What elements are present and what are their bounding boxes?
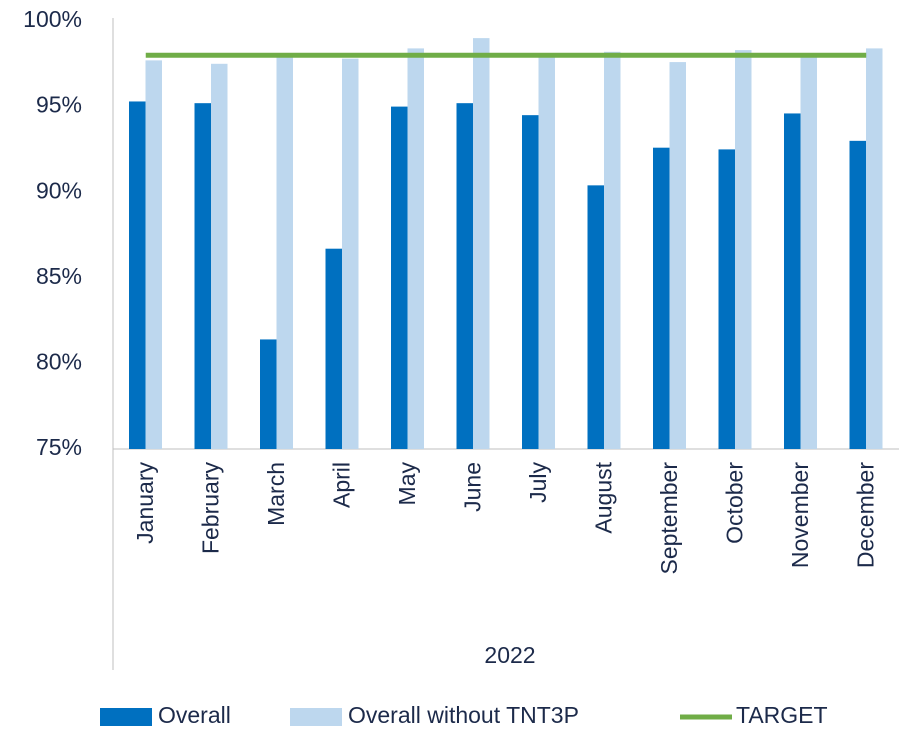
legend-label: Overall without TNT3P: [348, 702, 579, 728]
bar: [276, 55, 293, 450]
x-tick-label: November: [787, 462, 813, 568]
y-tick-label: 80%: [36, 348, 82, 374]
bar: [391, 106, 408, 449]
x-tick-label: June: [459, 462, 485, 512]
bar: [407, 48, 424, 449]
y-tick-label: 100%: [23, 6, 82, 32]
bar: [587, 185, 604, 450]
bar: [211, 63, 228, 450]
x-tick-label: April: [328, 462, 354, 508]
bar: [866, 48, 883, 449]
x-tick-label: December: [852, 462, 878, 568]
x-tick-label: January: [132, 462, 158, 544]
y-tick-label: 90%: [36, 177, 82, 203]
legend-label: Overall: [158, 702, 231, 728]
legend-label: TARGET: [736, 702, 828, 728]
y-tick-label: 95%: [36, 92, 82, 118]
bar: [849, 140, 866, 449]
bar: [669, 62, 686, 449]
bar: [718, 149, 735, 449]
legend-swatch: [290, 708, 342, 726]
group-label: 2022: [484, 642, 535, 668]
y-tick-label: 75%: [36, 434, 82, 460]
x-tick-label: August: [590, 461, 616, 533]
bar: [129, 101, 146, 450]
bar: [260, 339, 277, 449]
x-tick-label: March: [263, 462, 289, 526]
bar: [522, 115, 539, 449]
legend-swatch: [100, 708, 152, 726]
bar: [325, 248, 342, 449]
bar: [473, 38, 490, 450]
x-tick-label: July: [525, 462, 551, 503]
x-tick-label: May: [394, 462, 420, 506]
bar: [653, 147, 670, 450]
bar: [784, 113, 801, 449]
x-tick-label: February: [197, 462, 223, 555]
bar: [604, 51, 621, 449]
x-tick-label: September: [656, 462, 682, 575]
bar: [194, 103, 211, 450]
bar: [342, 58, 359, 449]
bar: [456, 103, 473, 450]
y-tick-label: 85%: [36, 263, 82, 289]
bar: [145, 60, 162, 449]
bar: [800, 55, 817, 450]
x-tick-label: October: [721, 462, 747, 544]
bar: [538, 55, 555, 450]
bar: [735, 50, 752, 449]
